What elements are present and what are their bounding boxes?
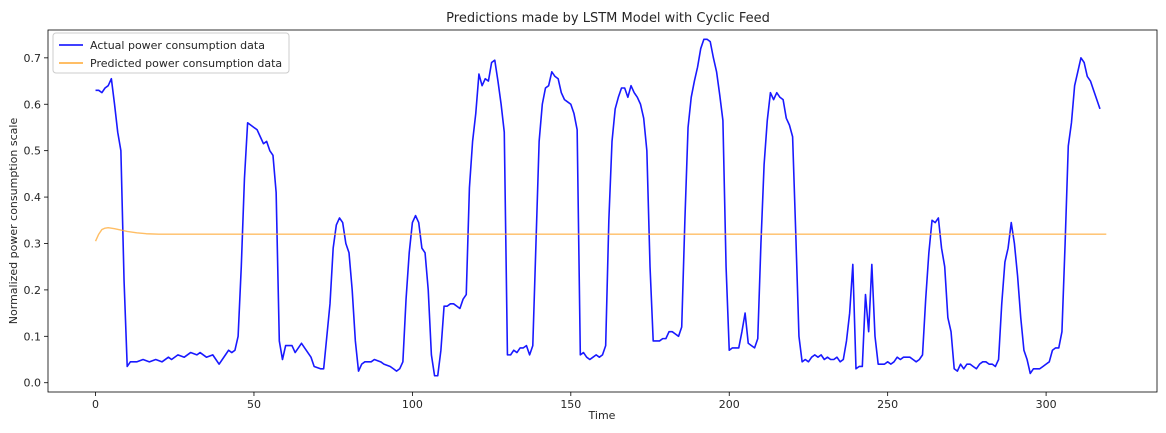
y-tick-label: 0.3 — [24, 237, 42, 250]
y-tick-label: 0.2 — [24, 284, 42, 297]
x-tick-label: 150 — [560, 398, 581, 411]
chart-title: Predictions made by LSTM Model with Cycl… — [446, 11, 770, 26]
y-tick-label: 0.7 — [24, 52, 42, 65]
plot-frame — [47, 29, 1158, 393]
legend-box — [52, 32, 290, 74]
y-tick-label: 0.6 — [24, 98, 42, 111]
legend-label-2: Predicted power consumption data — [90, 57, 282, 70]
y-tick-label: 0.1 — [24, 330, 42, 343]
y-axis-label: Normalized power consumption scale — [7, 118, 20, 325]
y-tick-label: 0.0 — [24, 377, 42, 390]
y-tick-label: 0.4 — [24, 191, 42, 204]
x-tick-label: 50 — [247, 398, 261, 411]
x-tick-label: 200 — [719, 398, 740, 411]
x-tick-label: 0 — [92, 398, 99, 411]
x-axis-label: Time — [588, 409, 616, 422]
x-tick-label: 100 — [402, 398, 423, 411]
series-line-2 — [94, 227, 1107, 242]
plot-area: 0 50 100 150 200 250 300 0.0 0.1 0.2 0.3 0.4 0.5 0.6 0… — [24, 29, 1158, 411]
y-tick-label: 0.5 — [24, 145, 42, 158]
x-tick-label: 300 — [1036, 398, 1057, 411]
legend: Actual power consumption data Predicted p… — [52, 32, 290, 74]
legend-label-1: Actual power consumption data — [90, 39, 265, 52]
series-line-1 — [95, 38, 1101, 377]
x-tick-label: 250 — [877, 398, 898, 411]
